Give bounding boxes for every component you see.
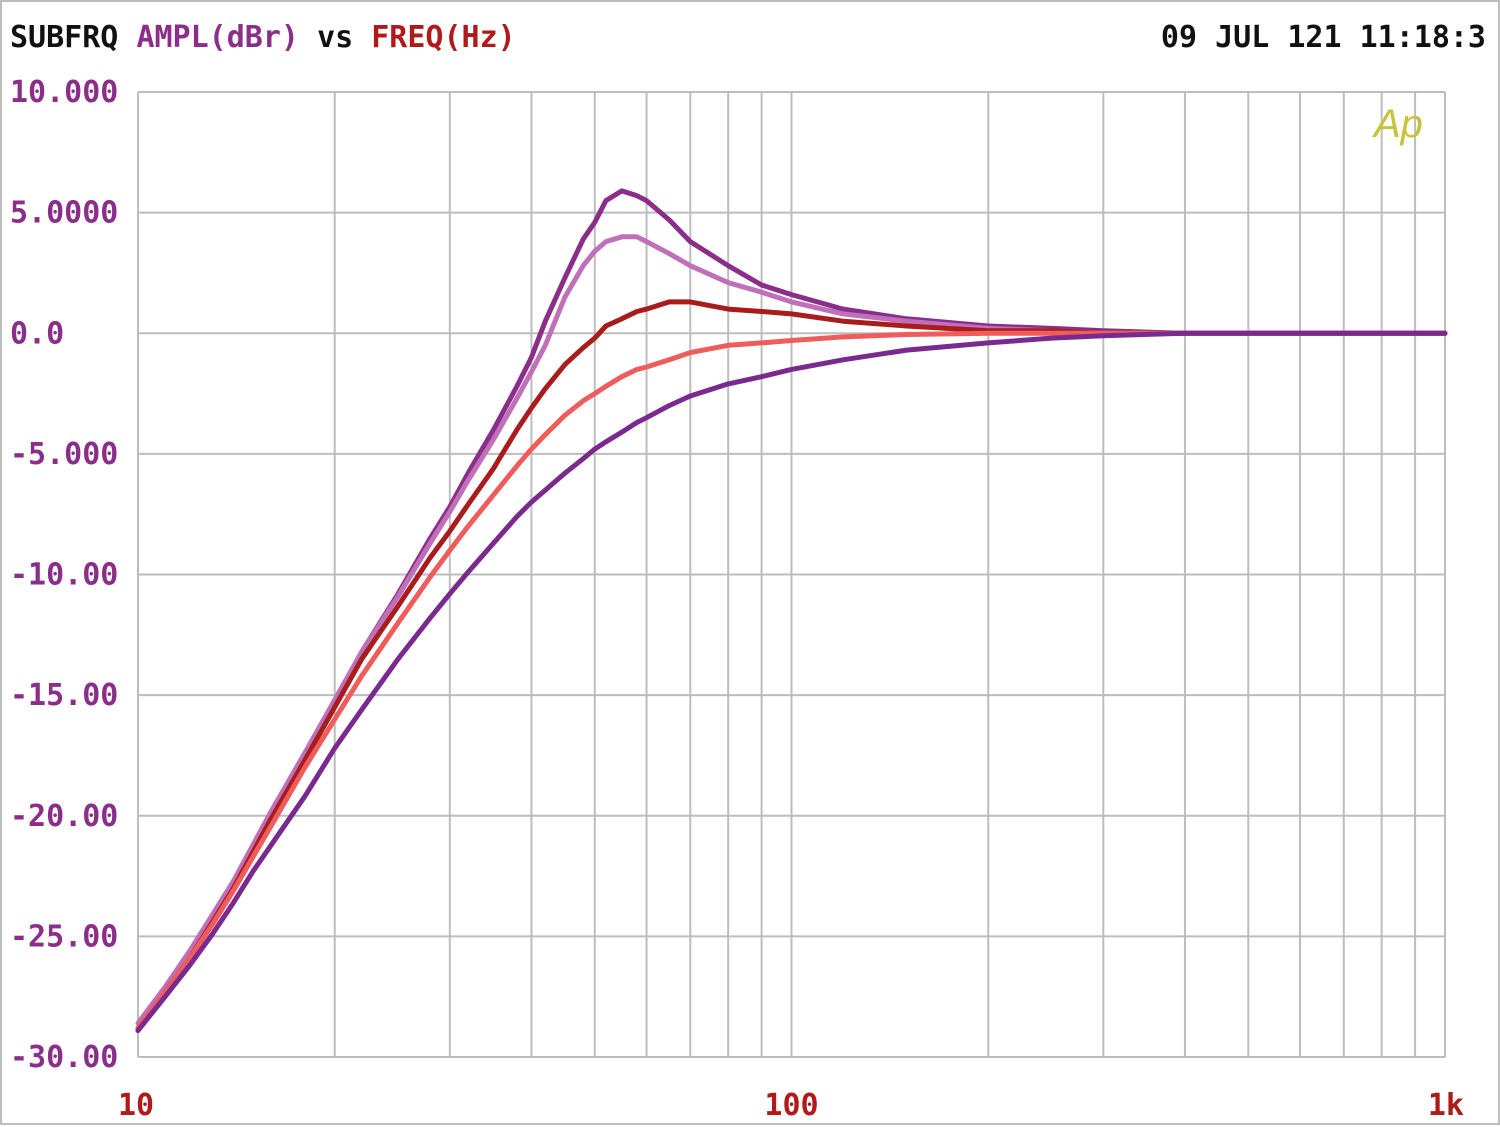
timestamp: 09 JUL 121 11:18:3 xyxy=(1160,20,1486,55)
chart-header: SUBFRQ AMPL(dBr) vs FREQ(Hz) xyxy=(10,20,516,55)
x-tick-label: 10 xyxy=(118,1088,154,1123)
series-line-4 xyxy=(135,330,1448,1031)
y-tick-label: 0.0 xyxy=(10,316,64,351)
y-quantity-label: AMPL(dBr) xyxy=(136,20,299,55)
ap-logo: Ap xyxy=(1372,102,1423,146)
y-tick-label: -20.00 xyxy=(10,799,118,834)
chart-title: SUBFRQ xyxy=(10,20,119,55)
y-tick-label: -15.00 xyxy=(10,678,118,713)
grid xyxy=(137,91,1446,1058)
y-tick-label: -10.00 xyxy=(10,558,118,593)
series-line-5 xyxy=(135,330,1448,1033)
x-tick-label: 100 xyxy=(764,1088,818,1123)
tick-labels: 10.000 5.0000 0.0 -5.000 -10.00 -15.00 -20.00 -… xyxy=(10,75,1464,1123)
y-tick-label: -5.000 xyxy=(10,437,118,472)
x-quantity-label: FREQ(Hz) xyxy=(371,20,516,55)
x-tick-label: 1k xyxy=(1428,1088,1464,1123)
y-tick-label: -25.00 xyxy=(10,919,118,954)
series-group xyxy=(135,188,1448,1033)
y-tick-label: 5.0000 xyxy=(10,196,118,231)
y-tick-label: -30.00 xyxy=(10,1040,118,1075)
series-line-3 xyxy=(135,299,1448,1033)
y-tick-label: 10.000 xyxy=(10,75,118,110)
vs-label: vs xyxy=(317,20,354,55)
series-line-2 xyxy=(135,234,1448,1026)
